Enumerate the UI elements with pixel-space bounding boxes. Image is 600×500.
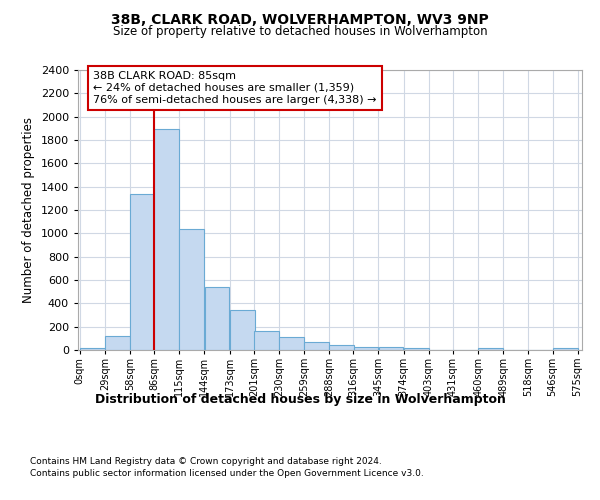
Bar (80, 348, 105, 350)
Bar (154, 130, 179, 350)
Text: Contains HM Land Registry data © Crown copyright and database right 2024.: Contains HM Land Registry data © Crown c… (30, 458, 382, 466)
Text: Contains public sector information licensed under the Open Government Licence v3: Contains public sector information licen… (30, 468, 424, 477)
Text: Size of property relative to detached houses in Wolverhampton: Size of property relative to detached ho… (113, 25, 487, 38)
Bar (404, 348, 428, 350)
Bar (105, 336, 130, 350)
Bar (329, 346, 354, 350)
Bar (353, 346, 379, 350)
Text: Distribution of detached houses by size in Wolverhampton: Distribution of detached houses by size … (95, 392, 505, 406)
Bar (379, 347, 403, 350)
Text: 38B, CLARK ROAD, WOLVERHAMPTON, WV3 9NP: 38B, CLARK ROAD, WOLVERHAMPTON, WV3 9NP (111, 12, 489, 26)
Bar (130, 194, 155, 350)
Text: 38B CLARK ROAD: 85sqm
← 24% of detached houses are smaller (1,359)
76% of semi-d: 38B CLARK ROAD: 85sqm ← 24% of detached … (93, 72, 377, 104)
Bar (179, 228, 205, 350)
Bar (254, 331, 279, 350)
Bar (304, 342, 329, 350)
Y-axis label: Number of detached properties: Number of detached properties (22, 117, 35, 303)
Bar (205, 287, 229, 350)
Bar (230, 310, 254, 350)
Bar (478, 348, 503, 350)
Bar (553, 348, 578, 350)
Bar (279, 337, 304, 350)
